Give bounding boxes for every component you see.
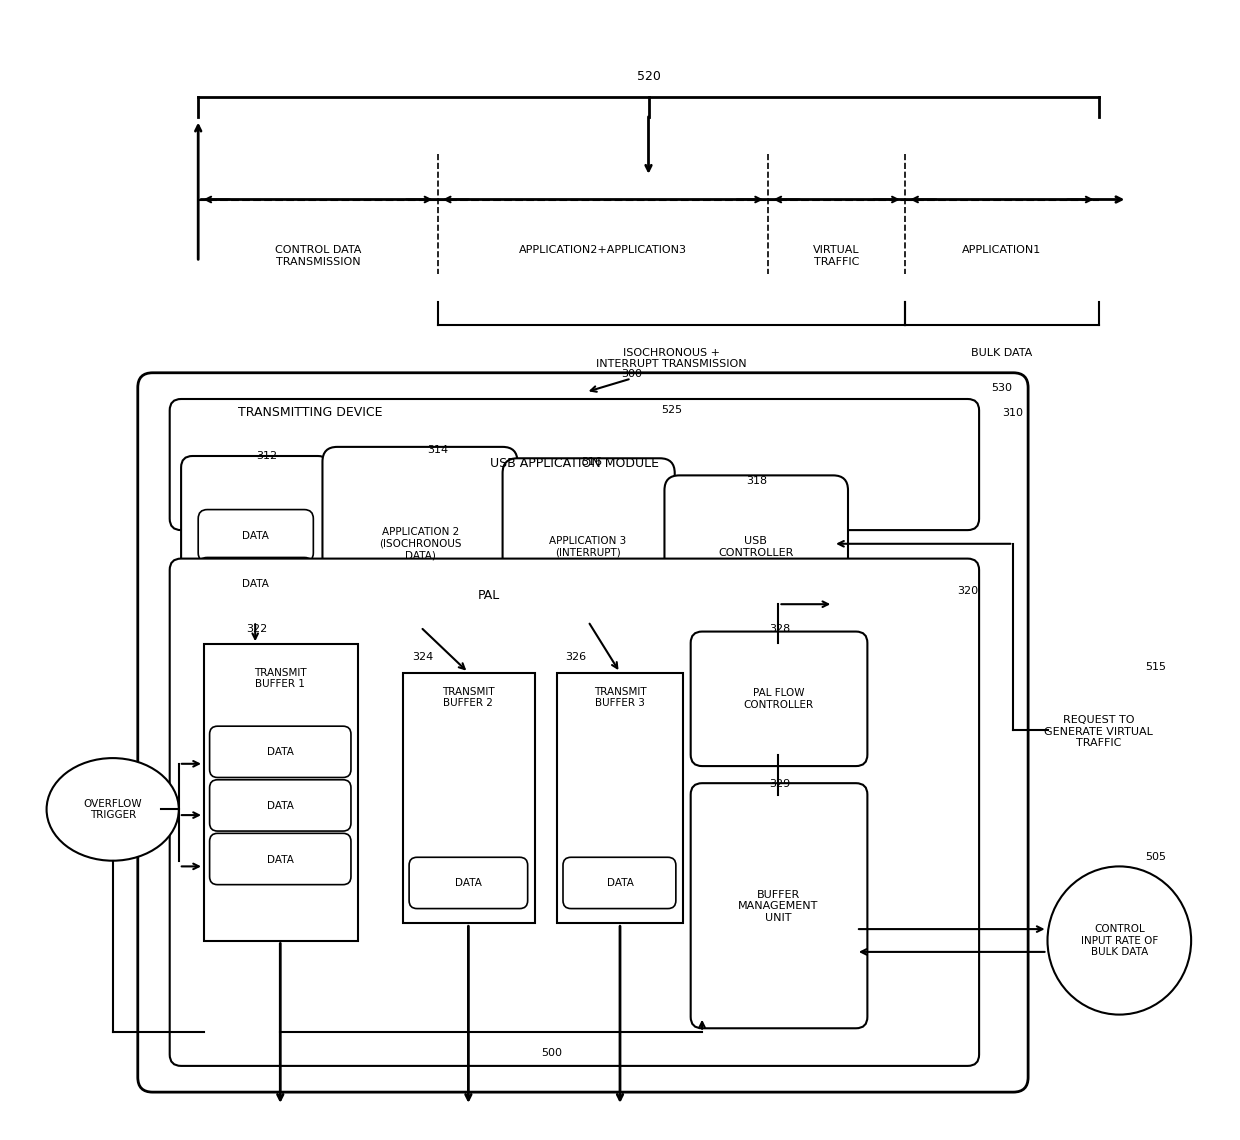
Text: 329: 329 (769, 780, 790, 789)
Bar (557, 673, 683, 923)
Text: 505: 505 (1146, 853, 1167, 862)
Bar (203, 644, 358, 940)
FancyBboxPatch shape (210, 780, 351, 831)
Text: 328: 328 (769, 625, 790, 634)
FancyBboxPatch shape (409, 857, 528, 909)
FancyBboxPatch shape (691, 632, 868, 766)
FancyBboxPatch shape (198, 557, 314, 610)
Text: 530: 530 (992, 383, 1012, 392)
Text: PAL: PAL (477, 588, 500, 602)
Text: 300: 300 (621, 369, 642, 378)
Bar (403, 673, 534, 923)
Text: CONTROL
INPUT RATE OF
BULK DATA: CONTROL INPUT RATE OF BULK DATA (1081, 923, 1158, 958)
Text: TRANSMIT
BUFFER 1: TRANSMIT BUFFER 1 (254, 668, 306, 689)
Text: BUFFER
MANAGEMENT
UNIT: BUFFER MANAGEMENT UNIT (738, 889, 818, 923)
Text: DATA: DATA (267, 748, 294, 757)
Text: DATA: DATA (606, 879, 634, 888)
Text: APPLICATION2+APPLICATION3: APPLICATION2+APPLICATION3 (518, 245, 687, 255)
FancyBboxPatch shape (322, 447, 517, 642)
Text: USB
CONTROLLER: USB CONTROLLER (718, 537, 794, 557)
Text: USB APPLICATION MODULE: USB APPLICATION MODULE (490, 457, 658, 471)
Text: 324: 324 (413, 652, 434, 661)
FancyBboxPatch shape (138, 373, 1028, 1092)
Text: 500: 500 (541, 1049, 562, 1058)
Text: DATA: DATA (242, 579, 269, 588)
FancyBboxPatch shape (563, 857, 676, 909)
Text: TRANSMIT
BUFFER 3: TRANSMIT BUFFER 3 (594, 687, 646, 708)
FancyBboxPatch shape (210, 833, 351, 885)
Text: DATA: DATA (267, 801, 294, 811)
Text: APPLICATION 2
(ISOCHRONOUS
DATA): APPLICATION 2 (ISOCHRONOUS DATA) (379, 527, 461, 561)
Text: 312: 312 (255, 451, 278, 461)
FancyBboxPatch shape (691, 783, 868, 1028)
Text: PAL FLOW
CONTROLLER: PAL FLOW CONTROLLER (744, 689, 813, 709)
Text: 318: 318 (746, 477, 768, 486)
FancyBboxPatch shape (665, 475, 848, 619)
Text: BULK DATA: BULK DATA (971, 348, 1033, 358)
Text: 316: 316 (582, 457, 601, 466)
Text: VIRTUAL
TRAFFIC: VIRTUAL TRAFFIC (813, 245, 859, 267)
Ellipse shape (1048, 866, 1192, 1015)
FancyBboxPatch shape (170, 559, 980, 1066)
FancyBboxPatch shape (198, 510, 314, 562)
FancyBboxPatch shape (210, 726, 351, 777)
Text: DATA: DATA (242, 531, 269, 540)
Text: 320: 320 (957, 586, 978, 595)
Text: 310: 310 (1002, 408, 1023, 417)
Ellipse shape (47, 758, 179, 861)
Text: TRANSMITTING DEVICE: TRANSMITTING DEVICE (238, 406, 383, 420)
Text: TRANSMIT
BUFFER 2: TRANSMIT BUFFER 2 (443, 687, 495, 708)
Text: APPLICATION1: APPLICATION1 (962, 245, 1042, 255)
FancyBboxPatch shape (170, 399, 980, 530)
Text: 326: 326 (565, 652, 587, 661)
Text: REQUEST TO
GENERATE VIRTUAL
TRAFFIC: REQUEST TO GENERATE VIRTUAL TRAFFIC (1044, 715, 1153, 749)
Text: DATA: DATA (455, 879, 482, 888)
FancyBboxPatch shape (502, 458, 675, 636)
Text: 520: 520 (636, 70, 661, 83)
Text: 322: 322 (246, 625, 268, 634)
Text: APPLICATION 3
(INTERRUPT): APPLICATION 3 (INTERRUPT) (549, 537, 626, 557)
Text: 314: 314 (427, 446, 448, 455)
FancyBboxPatch shape (181, 456, 330, 633)
Text: ISOCHRONOUS +
INTERRUPT TRANSMISSION: ISOCHRONOUS + INTERRUPT TRANSMISSION (596, 348, 746, 369)
Text: DATA: DATA (267, 855, 294, 864)
Text: CONTROL DATA
TRANSMISSION: CONTROL DATA TRANSMISSION (275, 245, 361, 267)
Text: OVERFLOW
TRIGGER: OVERFLOW TRIGGER (83, 799, 143, 820)
Text: 525: 525 (661, 406, 682, 415)
Text: 515: 515 (1146, 662, 1167, 671)
